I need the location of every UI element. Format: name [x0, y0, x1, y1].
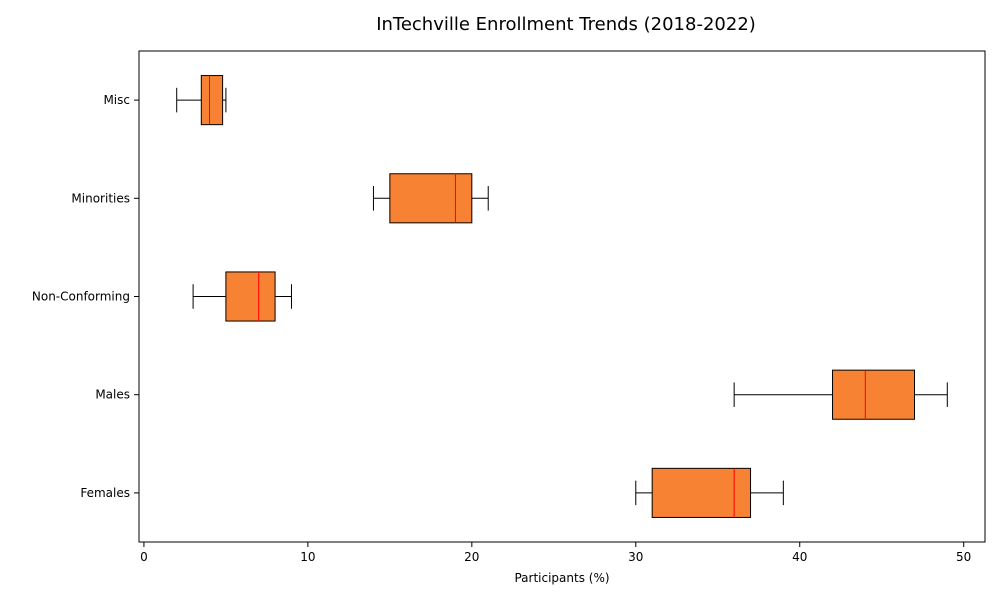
- iqr-box: [651, 467, 752, 518]
- box-minorities: [372, 173, 489, 224]
- x-axis-label: Participants (%): [514, 571, 609, 585]
- box-males: [733, 369, 948, 420]
- y-tick-label: Males: [95, 388, 130, 402]
- y-tick-label: Females: [80, 486, 130, 500]
- chart-title: InTechville Enrollment Trends (2018-2022…: [376, 14, 756, 35]
- y-tick-label: Misc: [103, 93, 130, 107]
- y-tick-label: Minorities: [71, 191, 130, 205]
- box-females: [635, 467, 784, 518]
- iqr-box: [389, 173, 473, 224]
- iqr-box: [225, 271, 276, 322]
- y-axis: Misc Minorities Non-Conforming Males Females: [32, 93, 139, 500]
- y-tick-label: Non-Conforming: [32, 290, 130, 304]
- x-tick-label: 10: [300, 550, 315, 564]
- box-non-conforming: [192, 271, 292, 322]
- x-tick-label: 30: [628, 550, 643, 564]
- x-tick-label: 40: [792, 550, 807, 564]
- box-misc: [176, 75, 227, 126]
- x-tick-label: 50: [956, 550, 971, 564]
- x-axis: 0 10 20 30 40 50: [140, 542, 971, 564]
- x-tick-label: 0: [140, 550, 148, 564]
- iqr-box: [832, 369, 915, 420]
- x-tick-label: 20: [464, 550, 479, 564]
- iqr-box: [200, 75, 224, 126]
- plot-marks: [176, 75, 948, 518]
